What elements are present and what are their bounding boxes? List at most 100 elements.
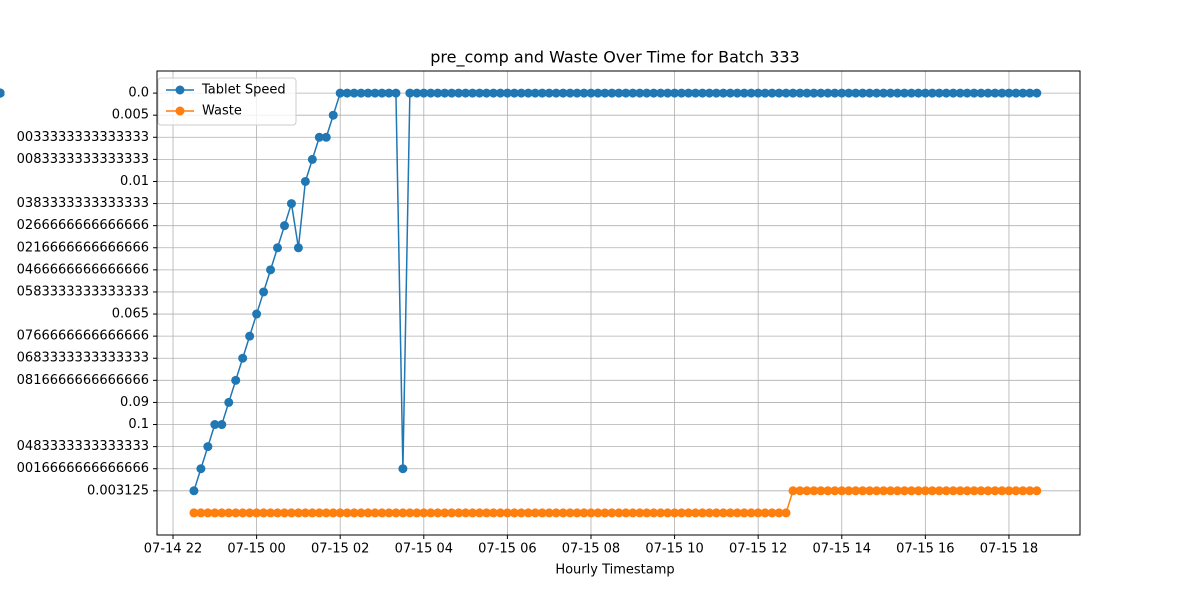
data-point (189, 508, 199, 518)
data-point (704, 88, 714, 98)
data-point (948, 486, 958, 496)
data-point (746, 508, 756, 518)
data-point (481, 88, 491, 98)
data-point (802, 88, 812, 98)
legend-marker (175, 85, 185, 95)
data-point (851, 486, 861, 496)
legend-label: Tablet Speed (201, 83, 286, 98)
data-point (767, 508, 777, 518)
data-point (461, 508, 471, 518)
data-point (509, 88, 519, 98)
data-point (266, 265, 276, 275)
data-point (997, 486, 1007, 496)
data-point (760, 508, 770, 518)
data-point (830, 88, 840, 98)
data-point (454, 508, 464, 518)
data-point (976, 88, 986, 98)
data-point (872, 88, 882, 98)
data-point (593, 88, 603, 98)
data-point (906, 88, 916, 98)
data-point (245, 331, 255, 341)
data-point (593, 508, 603, 518)
data-point (663, 508, 673, 518)
data-point (572, 508, 582, 518)
data-point (461, 88, 471, 98)
data-point (189, 486, 199, 496)
data-point (544, 88, 554, 98)
data-point (969, 486, 979, 496)
data-point (495, 508, 505, 518)
data-point (433, 88, 443, 98)
legend-label: Waste (202, 104, 242, 119)
x-tick-label: 07-15 04 (395, 542, 453, 557)
data-point (447, 88, 457, 98)
data-point (642, 88, 652, 98)
data-point (865, 88, 875, 98)
data-point (704, 508, 714, 518)
data-point (273, 243, 283, 253)
data-point (913, 88, 923, 98)
y-tick-label: 0.01 (120, 174, 149, 189)
data-point (697, 508, 707, 518)
data-point (488, 88, 498, 98)
data-point (279, 221, 289, 231)
data-point (941, 486, 951, 496)
x-tick-label: 07-15 06 (478, 542, 536, 557)
data-point (920, 486, 930, 496)
data-point (697, 88, 707, 98)
data-point (753, 88, 763, 98)
y-tick-label: 0583333333333333 (17, 284, 149, 299)
data-point (565, 508, 575, 518)
data-point (231, 508, 241, 518)
data-point (753, 508, 763, 518)
data-point (475, 508, 485, 518)
data-point (454, 88, 464, 98)
data-point (231, 375, 241, 385)
x-tick-label: 07-15 14 (813, 542, 871, 557)
data-point (649, 508, 659, 518)
data-point (356, 88, 366, 98)
data-point (586, 88, 596, 98)
data-point (196, 464, 206, 474)
data-point (328, 508, 338, 518)
y-tick-label: 0016666666666666 (17, 461, 149, 476)
data-point (760, 88, 770, 98)
data-point (795, 486, 805, 496)
data-point (433, 508, 443, 518)
data-point (405, 88, 415, 98)
data-point (955, 486, 965, 496)
data-point (837, 88, 847, 98)
data-point (732, 508, 742, 518)
data-point (1004, 88, 1014, 98)
data-point (440, 88, 450, 98)
data-point (1032, 486, 1042, 496)
data-point (844, 486, 854, 496)
data-point (844, 88, 854, 98)
data-point (224, 508, 234, 518)
data-point (412, 508, 422, 518)
data-point (537, 508, 547, 518)
data-point (892, 88, 902, 98)
data-point (858, 88, 868, 98)
data-point (711, 88, 721, 98)
data-point (523, 88, 533, 98)
data-point (934, 88, 944, 98)
y-tick-label: 0766666666666666 (17, 329, 149, 344)
data-point (224, 397, 234, 407)
data-point (851, 88, 861, 98)
data-point (816, 88, 826, 98)
chart-title: pre_comp and Waste Over Time for Batch 3… (430, 48, 799, 68)
data-point (983, 88, 993, 98)
data-point (670, 88, 680, 98)
data-point (293, 508, 303, 518)
plot-frame (156, 70, 1081, 536)
x-tick-label: 07-15 02 (311, 542, 369, 557)
data-point (516, 508, 526, 518)
x-axis-label: Hourly Timestamp (555, 563, 674, 578)
data-point (217, 508, 227, 518)
data-point (203, 442, 213, 452)
data-point (523, 508, 533, 518)
data-point (1025, 88, 1035, 98)
data-point (656, 88, 666, 98)
data-point (628, 508, 638, 518)
